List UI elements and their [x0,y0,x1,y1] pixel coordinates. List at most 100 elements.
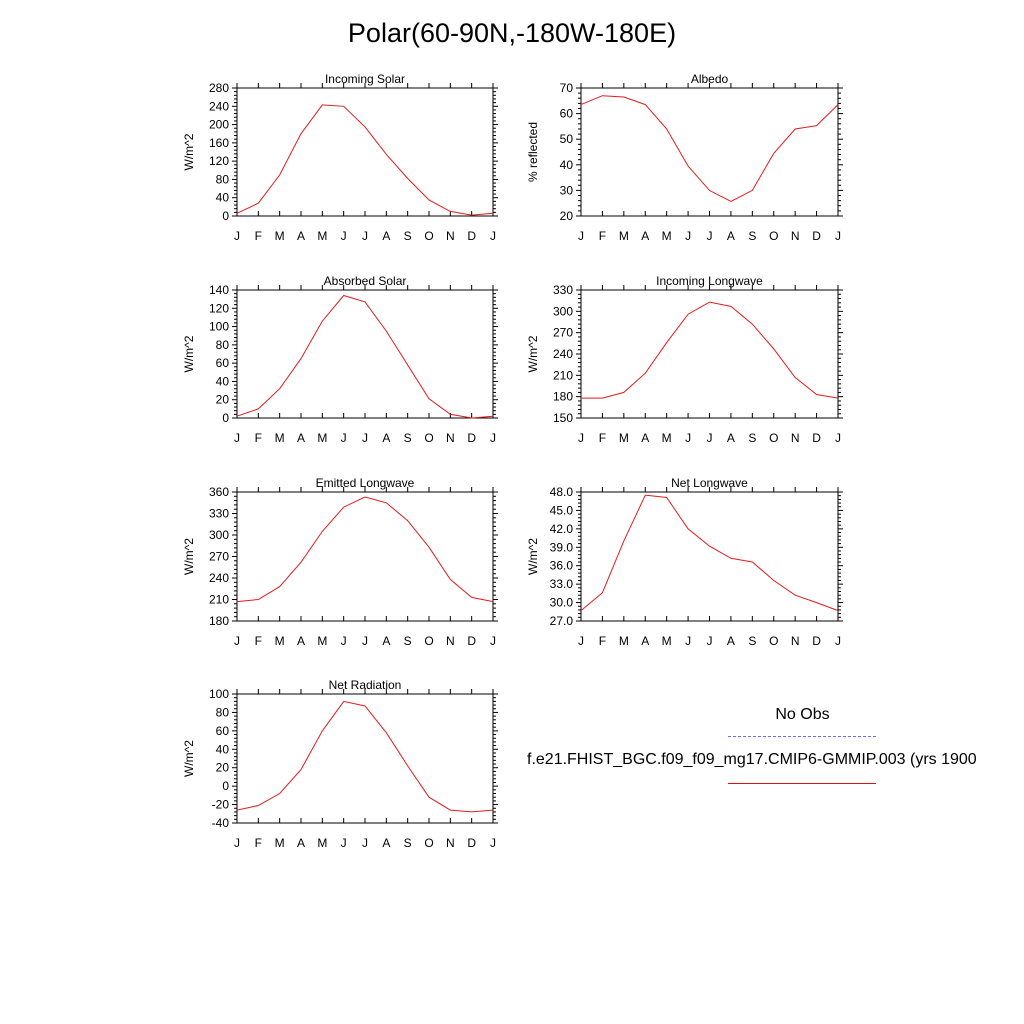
model-series-line [580,494,839,612]
x-tick-label: J [234,431,240,445]
x-tick-label: A [727,431,735,445]
y-tick-label: 100 [209,687,229,701]
y-tick-label: 40 [216,742,230,756]
x-tick-label: J [707,634,713,648]
x-tick-label: D [467,836,476,850]
x-tick-label: J [362,229,368,243]
plot-frame [580,289,839,419]
x-tick-label: M [619,431,629,445]
x-tick-label: J [362,634,368,648]
x-tick-label: F [255,634,262,648]
y-tick-label: 270 [209,550,229,564]
x-tick-label: O [769,431,778,445]
plot-frame [580,87,839,217]
y-tick-label: 60 [216,356,230,370]
y-tick-label: 180 [209,614,229,628]
x-tick-label: J [490,229,496,243]
x-tick-label: S [404,634,412,648]
y-tick-label: 210 [553,368,573,382]
y-tick-label: 160 [209,136,229,150]
y-tick-label: 45.0 [550,503,574,517]
y-tick-label: -20 [212,798,230,812]
model-series-line [236,104,494,216]
x-tick-label: S [404,229,412,243]
x-tick-label: S [404,431,412,445]
x-tick-label: J [707,431,713,445]
y-tick-label: 42.0 [550,522,574,536]
plot-frame [236,87,494,217]
y-tick-label: 40 [216,374,230,388]
x-tick-label: N [446,431,455,445]
figure-title: Polar(60-90N,-180W-180E) [347,18,677,48]
x-tick-label: J [685,229,691,243]
x-tick-label: A [727,634,735,648]
x-tick-label: M [662,431,672,445]
y-tick-label: 30.0 [550,596,574,610]
y-tick-label: 70 [560,81,574,95]
y-tick-label: 140 [209,283,229,297]
panel-emitted-longwave: Emitted Longwave W/m^2 180 210 240 270 300 330 3… [182,476,498,648]
y-tick-label: 300 [209,528,229,542]
y-axis-label: W/m^2 [182,538,196,575]
y-tick-label: 60 [560,107,574,121]
legend-obs-line [728,736,876,737]
x-tick-label: D [467,431,476,445]
x-tick-label: N [791,634,800,648]
x-tick-label: J [835,634,841,648]
x-tick-label: S [748,229,756,243]
panel-title: Incoming Longwave [656,274,763,288]
y-tick-label: 20 [560,209,574,223]
y-tick-label: 0 [222,209,229,223]
x-tick-label: J [578,634,584,648]
x-tick-label: M [317,229,327,243]
x-tick-label: F [255,431,262,445]
y-tick-label: 120 [209,154,229,168]
x-tick-label: A [382,836,390,850]
y-tick-label: 0 [222,779,229,793]
y-axis-label: W/m^2 [526,538,540,575]
y-tick-label: 40 [216,191,230,205]
x-tick-label: J [490,634,496,648]
y-axis-label: W/m^2 [182,335,196,372]
panel-title: Incoming Solar [325,72,405,86]
y-tick-label: 20 [216,761,230,775]
x-tick-label: J [835,431,841,445]
y-tick-label: 20 [216,393,230,407]
y-tick-label: 27.0 [550,614,574,628]
y-tick-label: 240 [209,571,229,585]
x-tick-label: A [382,634,390,648]
x-tick-label: F [599,431,606,445]
x-tick-label: O [769,634,778,648]
x-tick-label: O [769,229,778,243]
model-series-line [581,301,839,399]
x-tick-label: S [748,634,756,648]
x-tick-label: M [275,836,285,850]
x-tick-label: A [297,836,305,850]
x-tick-label: N [791,229,800,243]
y-tick-label: -40 [212,816,230,830]
x-tick-label: M [317,634,327,648]
panel-title: Net Radiation [329,678,402,692]
x-tick-label: J [685,634,691,648]
y-tick-label: 330 [209,507,229,521]
x-tick-label: A [641,229,649,243]
y-tick-label: 80 [216,338,230,352]
x-tick-label: O [424,634,433,648]
x-tick-label: J [341,634,347,648]
x-tick-label: N [446,836,455,850]
x-tick-label: O [424,229,433,243]
y-tick-label: 60 [216,724,230,738]
y-tick-label: 270 [553,326,573,340]
x-tick-label: J [490,836,496,850]
y-axis-label: % reflected [526,122,540,182]
model-series-line [236,294,494,419]
y-tick-label: 360 [209,485,229,499]
y-axis-label: W/m^2 [182,133,196,170]
panel-title: Albedo [691,72,729,86]
y-tick-label: 100 [209,320,229,334]
x-tick-label: F [599,634,606,648]
x-tick-label: A [727,229,735,243]
